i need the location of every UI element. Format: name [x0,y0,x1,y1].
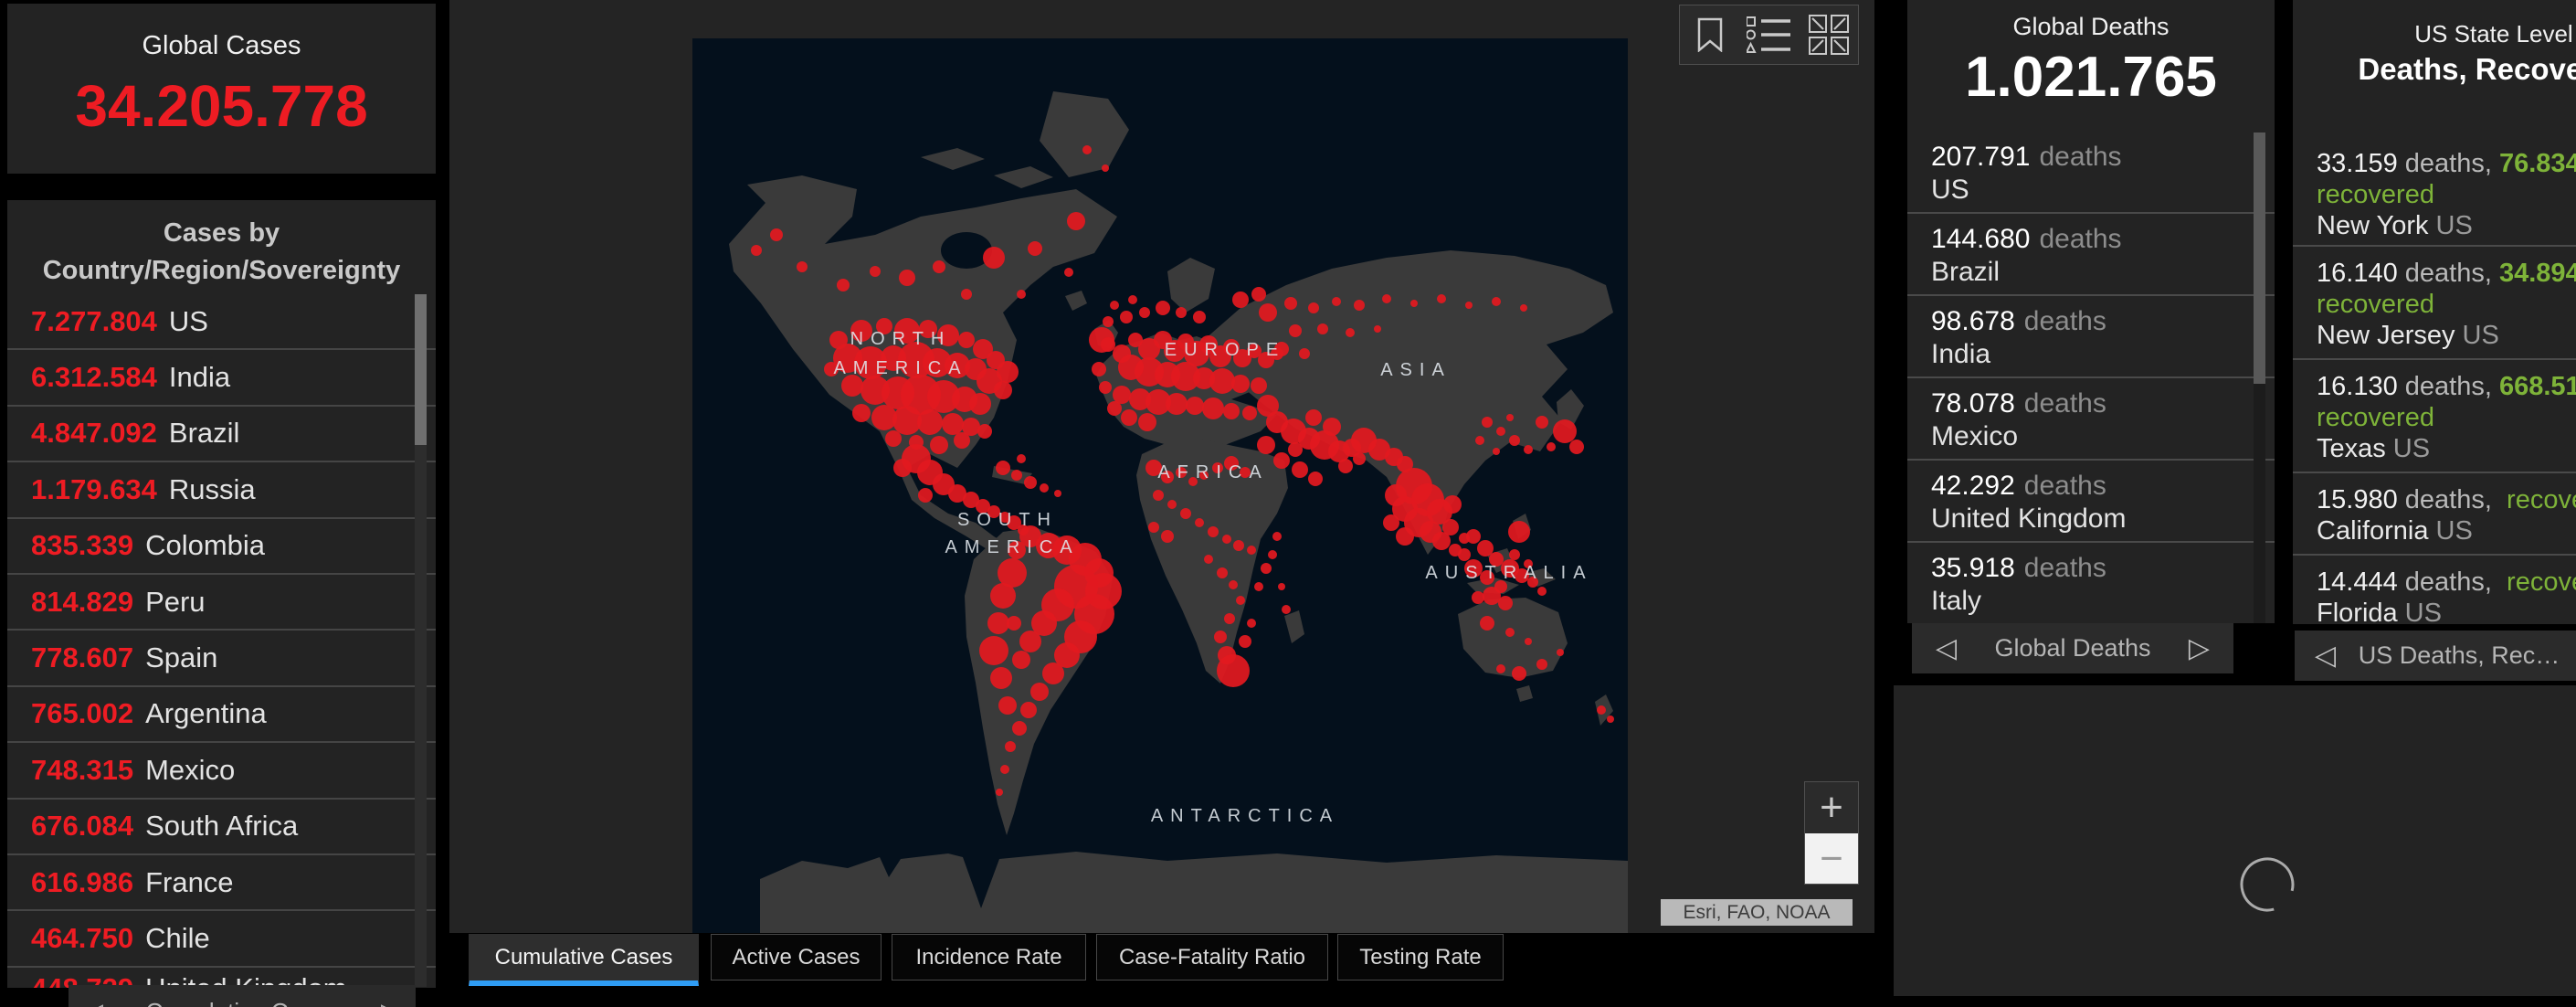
global-cases-title: Global Cases [142,31,301,60]
map-attribution: Esri, FAO, NOAA [1661,899,1853,926]
tab-cumulative-cases[interactable]: Cumulative Cases [469,934,699,986]
global-deaths-panel: Global Deaths 1.021.765 207.791 deaths US… [1907,0,2275,623]
world-map[interactable]: NORTH AMERICA SOUTH AMERICA EUROPE ASIA AFRICA… [692,38,1628,933]
map-toolbar [1679,5,1859,65]
carousel-label: Global Deaths [1994,634,2151,662]
loading-spinner-icon [2240,857,2295,912]
map-label: NORTH [850,329,952,349]
us-state-list: 33.159 deaths, 76.834 recovered New York… [2293,137,2576,633]
tab-case-fatality-ratio[interactable]: Case-Fatality Ratio [1096,934,1328,980]
us-view-carousel[interactable]: ◁ US Deaths, Rec… ▷ [2295,631,2576,681]
cases-view-carousel[interactable]: ◁ Cumulative Cases ▷ [69,985,416,1007]
map-label: EUROPE [1164,340,1286,360]
map-label: AMERICA [833,358,968,378]
zoom-out-button[interactable]: − [1805,833,1858,884]
carousel-label: Cumulative Cases [146,985,339,1007]
global-deaths-value: 1.021.765 [1965,46,2217,109]
deaths-view-carousel[interactable]: ◁ Global Deaths ▷ [1912,623,2233,673]
global-cases-value: 34.205.778 [75,73,368,139]
list-item[interactable]: 616.986 France [7,855,436,912]
carousel-right-icon[interactable]: ▷ [381,985,399,1007]
map-label: AFRICA [1157,462,1269,482]
loading-panel [1894,685,2576,996]
us-state-level-panel: US State Level Deaths, Recovered 33.159 … [2293,0,2576,628]
carousel-right-icon[interactable]: ▷ [2188,633,2210,663]
cases-by-country-panel: Cases by Country/Region/Sovereignty 7.27… [7,200,436,988]
tab-testing-rate[interactable]: Testing Rate [1337,934,1504,980]
list-item[interactable]: 207.791 deaths US [1907,132,2275,214]
list-item[interactable]: 144.680 deaths Brazil [1907,214,2275,296]
list-item[interactable]: 78.078 deaths Mexico [1907,378,2275,461]
list-item[interactable]: 4.847.092 Brazil [7,407,436,463]
us-state-subtitle: Deaths, Recovered [2358,52,2576,86]
deaths-country-list: 207.791 deaths US 144.680 deaths Brazil 98… [1907,132,2275,623]
map-label: AUSTRALIA [1425,563,1593,583]
map-label: SOUTH [957,510,1058,530]
deaths-list-scrollbar-thumb[interactable] [2254,132,2265,384]
cases-list-scrollbar[interactable] [415,294,427,987]
cases-list-scrollbar-thumb[interactable] [415,294,427,445]
carousel-left-icon[interactable]: ◁ [1936,633,1958,663]
cases-by-country-title: Cases by Country/Region/Sovereignty [42,218,401,285]
list-item[interactable]: 448.729United Kingdom [7,968,436,988]
list-item[interactable]: 1.179.634 Russia [7,462,436,519]
legend-icon[interactable] [1746,14,1793,56]
basemap-gallery-icon[interactable] [1805,14,1853,56]
list-item[interactable]: 778.607 Spain [7,631,436,687]
list-item[interactable]: 765.002 Argentina [7,687,436,744]
zoom-in-button[interactable]: + [1820,785,1843,830]
map-label: AMERICA [945,537,1080,557]
case-dots-layer [751,145,1614,796]
cases-country-list: 7.277.804 US 6.312.584 India 4.847.092 Braz… [7,294,436,988]
list-item[interactable]: 835.339 Colombia [7,519,436,575]
map-label: ANTARCTICA [1150,806,1340,826]
list-item[interactable]: 42.292 deaths United Kingdom [1907,461,2275,543]
carousel-left-icon[interactable]: ◁ [85,985,103,1007]
list-item[interactable]: 464.750 Chile [7,911,436,968]
list-item[interactable]: 676.084 South Africa [7,800,436,855]
bookmark-icon[interactable] [1686,14,1734,56]
global-deaths-title: Global Deaths [2012,13,2170,40]
list-item[interactable]: 7.277.804 US [7,294,436,351]
map-panel: NORTH AMERICA SOUTH AMERICA EUROPE ASIA AFRICA… [449,0,1874,933]
map-zoom-control: + − [1804,781,1859,885]
list-item[interactable]: 35.918 deaths Italy [1907,543,2275,623]
global-cases-panel: Global Cases 34.205.778 [7,4,436,174]
tab-active-cases[interactable]: Active Cases [711,934,882,980]
list-item[interactable]: 16.140 deaths, 34.894 recovered New Jers… [2293,247,2576,360]
list-item[interactable]: 98.678 deaths India [1907,296,2275,378]
carousel-label: US Deaths, Rec… [2358,641,2560,669]
map-label: ASIA [1380,360,1452,380]
list-item[interactable]: 6.312.584 India [7,350,436,407]
list-item[interactable]: 748.315 Mexico [7,743,436,800]
us-state-title: US State Level [2414,20,2573,48]
list-item[interactable]: 33.159 deaths, 76.834 recovered New York… [2293,137,2576,247]
carousel-left-icon[interactable]: ◁ [2315,641,2337,671]
tab-incidence-rate[interactable]: Incidence Rate [892,934,1086,980]
list-item[interactable]: 814.829 Peru [7,575,436,631]
